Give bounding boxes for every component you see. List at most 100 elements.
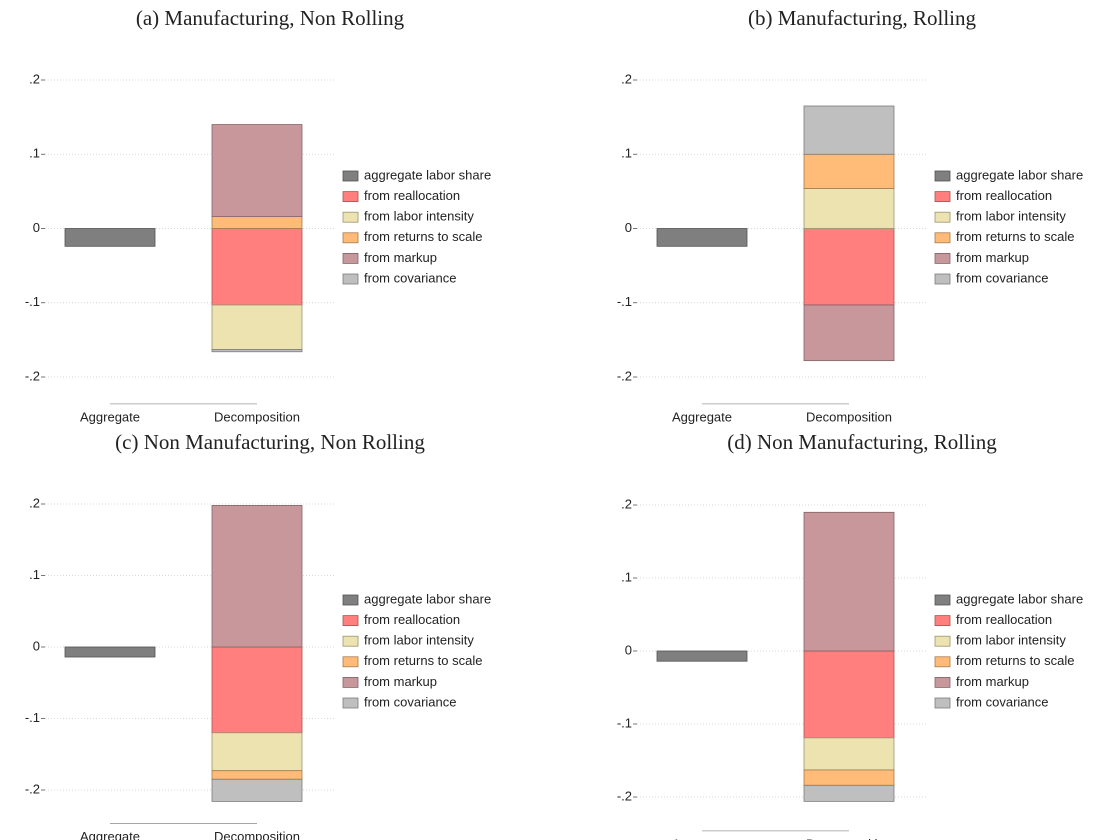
bar-segment [803,105,895,155]
y-tick-label: 0 [33,638,40,653]
legend-label: from markup [364,674,437,689]
y-tick-label: -.1 [25,710,40,725]
bar-segment [803,650,895,739]
legend-swatch [342,191,359,203]
panel-title: (d) Non Manufacturing, Rolling [727,430,997,454]
y-tick-label: -.2 [617,368,632,383]
y-tick-label: -.1 [25,294,40,309]
legend-swatch [342,635,359,647]
bar-segment [211,304,303,350]
bar-segment [803,769,895,786]
x-tick-label: Decomposition [806,409,892,424]
legend-swatch [934,232,951,244]
legend-label: from reallocation [364,612,460,627]
legend-label: from returns to scale [956,229,1075,244]
legend-swatch [342,273,359,285]
legend-swatch [934,594,951,606]
bar-segment [211,778,303,802]
legend-swatch [342,594,359,606]
legend-label: aggregate labor share [956,167,1083,182]
y-tick-label: .1 [29,146,40,161]
y-tick-label: .1 [621,146,632,161]
bar-segment [803,188,895,229]
legend-swatch [934,191,951,203]
x-tick-label: Decomposition [214,829,300,840]
x-tick-label: Decomposition [214,409,300,424]
legend-swatch [342,170,359,182]
y-tick-label: 0 [625,220,632,235]
legend-label: from reallocation [956,612,1052,627]
legend-label: from returns to scale [956,653,1075,668]
bar-segment [656,228,748,247]
legend-swatch [934,697,951,709]
bar-segment [211,646,303,734]
legend-label: from labor intensity [956,633,1066,648]
x-tick-label: Aggregate [80,829,140,840]
bar-segment [211,505,303,648]
bar-segment [211,216,303,229]
y-tick-label: 0 [33,220,40,235]
y-tick-label: .2 [29,71,40,86]
panel-title: (c) Non Manufacturing, Non Rolling [115,430,425,454]
legend-swatch [934,273,951,285]
y-tick-label: -.2 [25,781,40,796]
legend-label: aggregate labor share [364,591,491,606]
y-tick-label: .2 [621,71,632,86]
y-tick-label: .2 [29,495,40,510]
legend-label: from returns to scale [364,653,483,668]
legend-label: aggregate labor share [956,591,1083,606]
legend-label: from covariance [364,270,456,285]
legend-swatch [934,656,951,668]
bar-segment [803,511,895,652]
x-tick-label: Aggregate [80,409,140,424]
legend-swatch [934,635,951,647]
bar-segment [803,304,895,362]
legend-swatch [934,170,951,182]
legend-swatch [342,232,359,244]
y-tick-label: -.2 [25,368,40,383]
legend-label: from markup [956,674,1029,689]
legend-label: from markup [364,250,437,265]
bar-segment [803,737,895,771]
y-tick-label: -.1 [617,294,632,309]
legend-swatch [934,211,951,223]
y-tick-label: -.1 [617,715,632,730]
legend-label: from returns to scale [364,229,483,244]
bar-segment [64,228,156,247]
bar-segment [211,228,303,306]
bar-segment [803,228,895,306]
x-tick-label: Aggregate [672,836,732,840]
legend-label: from covariance [956,694,1048,709]
legend-label: aggregate labor share [364,167,491,182]
legend-label: from covariance [364,694,456,709]
y-tick-label: -.2 [617,788,632,803]
legend-label: from labor intensity [364,209,474,224]
x-tick-label: Aggregate [672,409,732,424]
legend-swatch [934,615,951,626]
legend-swatch [342,656,359,668]
legend-swatch [934,677,951,688]
bar-segment [211,349,303,353]
bar-segment [803,784,895,802]
legend-swatch [934,252,951,264]
legend-label: from labor intensity [364,633,474,648]
legend-label: from reallocation [956,188,1052,203]
legend-swatch [342,615,359,626]
y-tick-label: 0 [625,642,632,657]
legend-label: from labor intensity [956,209,1066,224]
bar-segment [803,153,895,189]
bar-segment [64,646,156,658]
bar-segment [656,650,748,662]
legend-swatch [342,677,359,688]
panel-title: (b) Manufacturing, Rolling [748,6,977,30]
bar-segment [211,124,303,218]
y-tick-label: .1 [621,569,632,584]
legend-label: from markup [956,250,1029,265]
legend-swatch [342,252,359,264]
legend-swatch [342,697,359,709]
legend-label: from reallocation [364,188,460,203]
legend-label: from covariance [956,270,1048,285]
bar-segment [211,732,303,772]
panel-title: (a) Manufacturing, Non Rolling [136,6,405,30]
